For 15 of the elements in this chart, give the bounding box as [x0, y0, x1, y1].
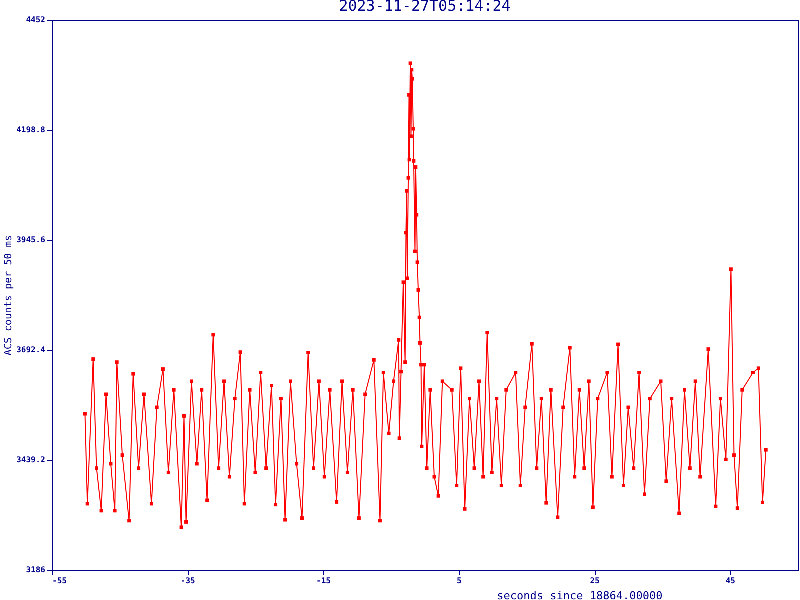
y-tick-label: 3692.4	[16, 346, 46, 354]
x-tick-label: -35	[180, 576, 196, 586]
y-tick-label: 4452	[26, 16, 46, 24]
y-tick-label: 3186	[26, 566, 46, 574]
y-tick-label: 3439.2	[16, 456, 46, 464]
x-axis-title: seconds since 18864.00000	[497, 590, 663, 600]
x-tick-label: 25	[590, 576, 600, 586]
y-axis-title: ACS counts per 50 ms	[4, 235, 15, 356]
y-tick-label: 3945.6	[16, 236, 46, 244]
x-tick-label: 45	[726, 576, 736, 586]
x-tick-label: -15	[316, 576, 332, 586]
x-tick-label: -55	[52, 576, 68, 586]
y-tick-label: 4198.8	[16, 126, 46, 134]
chart-title: 2023-11-27T05:14:24	[339, 0, 511, 15]
x-tick-label: 5	[456, 576, 462, 586]
